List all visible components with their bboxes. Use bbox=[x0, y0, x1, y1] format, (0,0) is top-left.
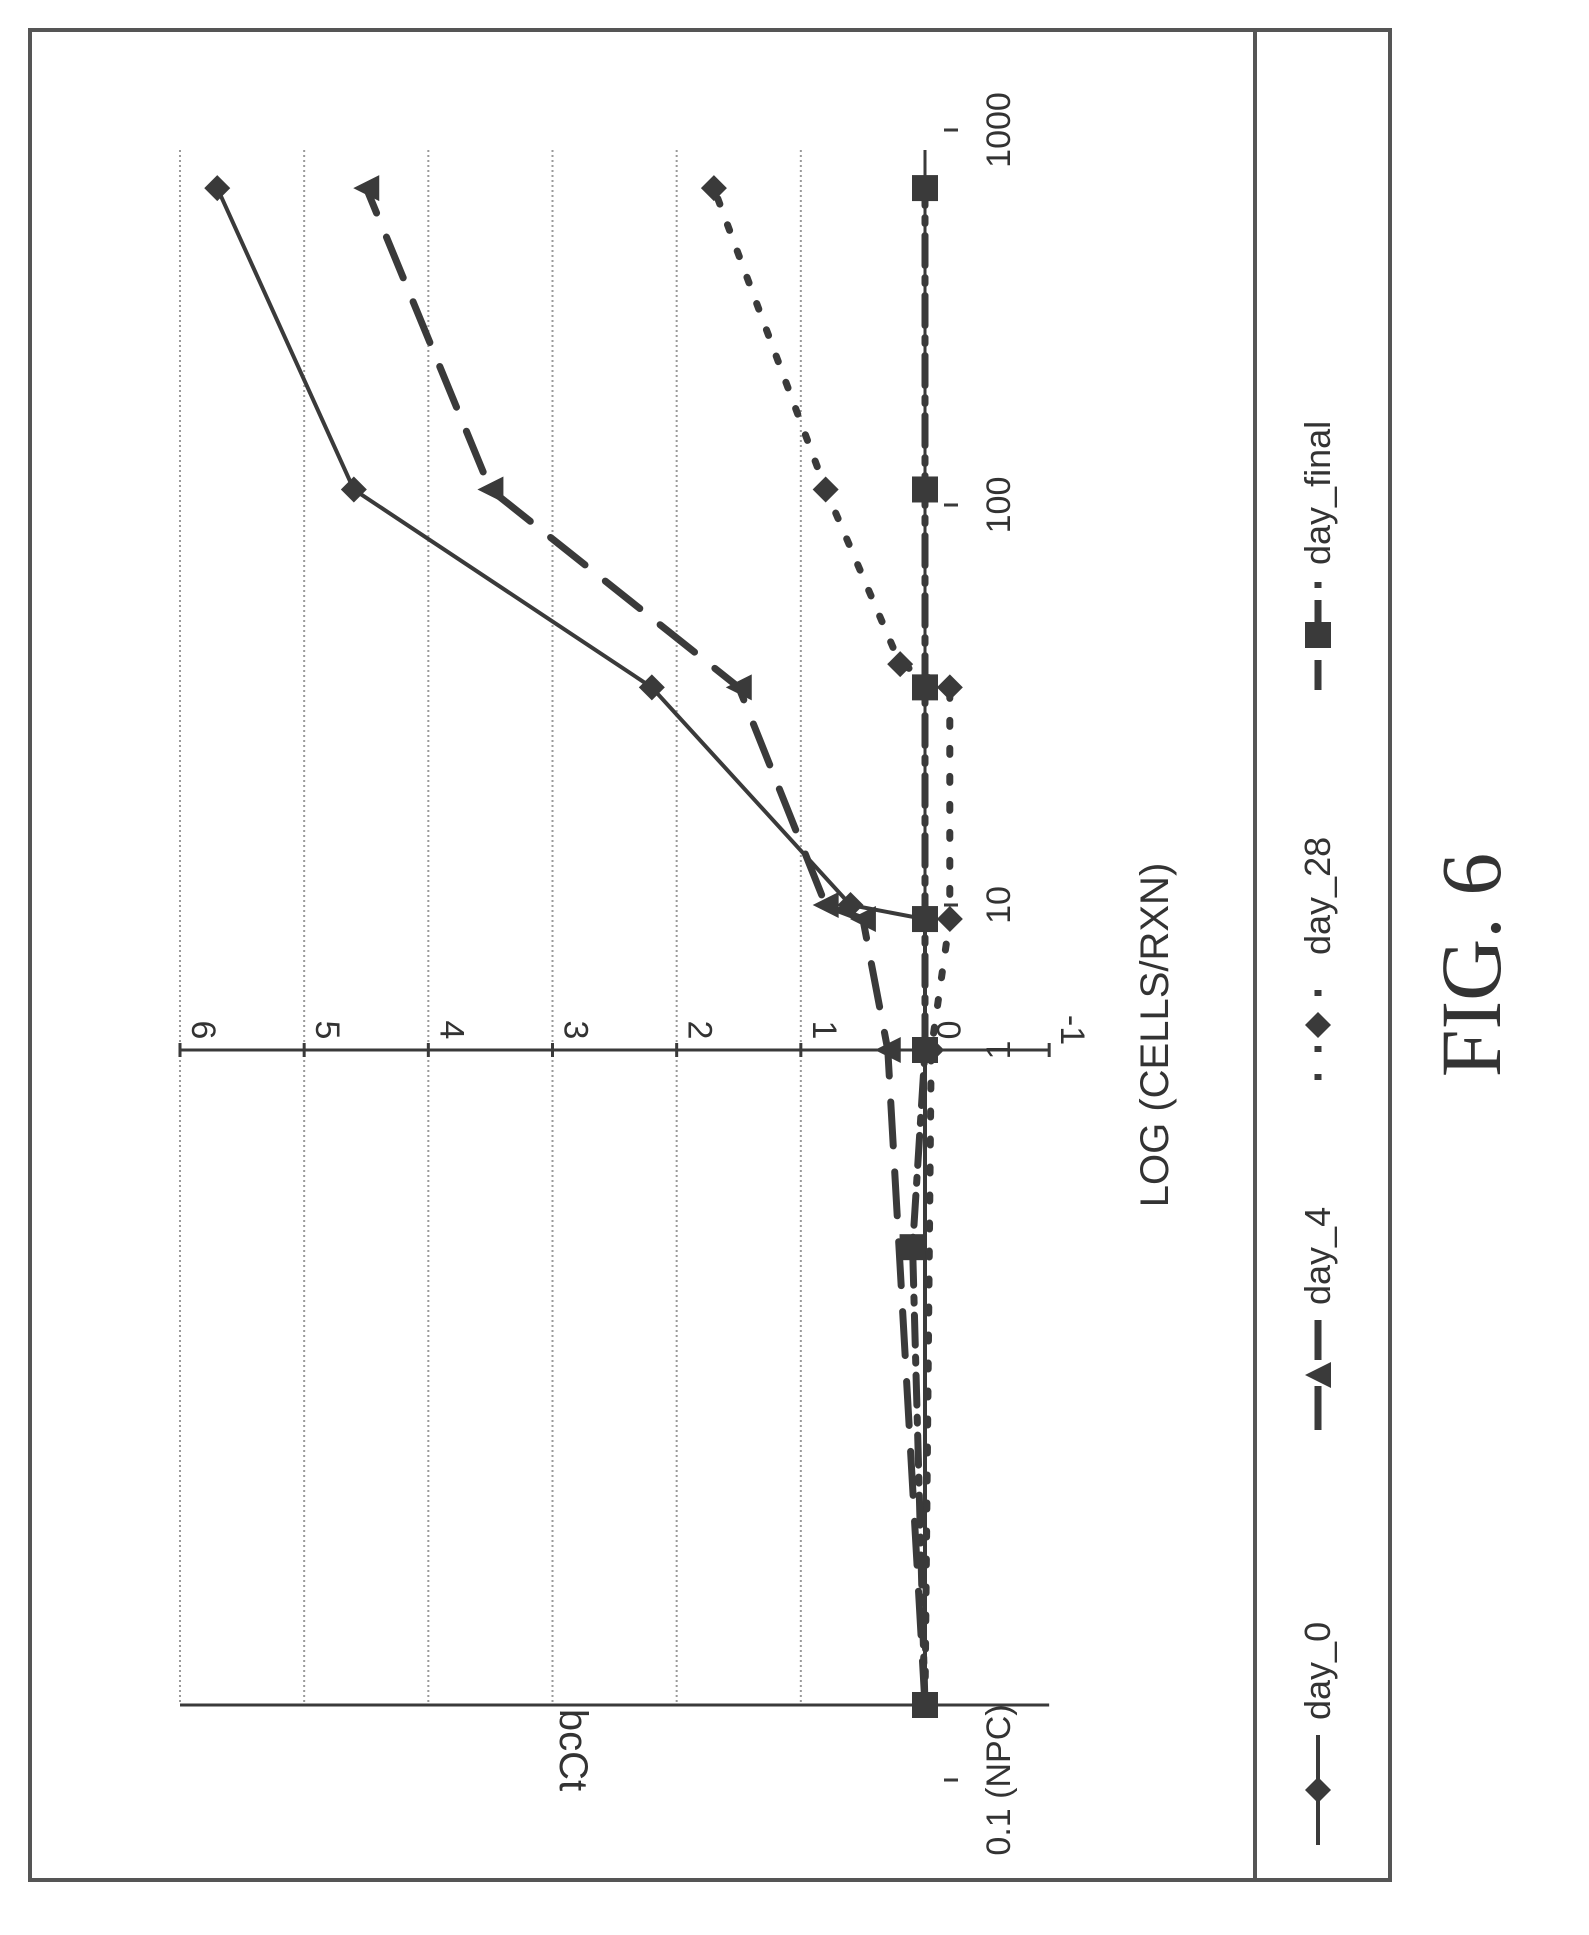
x-tick-label-1: 1 bbox=[980, 1041, 1018, 1060]
x-tick-label-100: 100 bbox=[980, 477, 1018, 534]
legend-marker-day_4 bbox=[1305, 1362, 1331, 1388]
point-day_4-3 bbox=[812, 892, 839, 918]
y-tick-label-6: 6 bbox=[184, 1021, 222, 1040]
legend-marker-day_final bbox=[1305, 622, 1331, 648]
y-tick-label-1: 1 bbox=[805, 1021, 843, 1040]
point-day_final-4 bbox=[912, 674, 938, 701]
series-layer bbox=[204, 175, 963, 1718]
point-day_0-4 bbox=[340, 476, 367, 503]
y-tick-label-0: 0 bbox=[929, 1021, 967, 1040]
point-day_final-0 bbox=[912, 1692, 938, 1718]
x-tick-label-0.1 (NPC): 0.1 (NPC) bbox=[980, 1704, 1018, 1855]
y-tick-label-3: 3 bbox=[557, 1021, 595, 1040]
figure-frame bbox=[28, 28, 1392, 1882]
legend-marker-day_0 bbox=[1305, 1777, 1331, 1803]
point-day_0-3 bbox=[638, 674, 665, 701]
point-day_28-6 bbox=[700, 175, 727, 202]
point-day_4-1 bbox=[874, 1037, 901, 1063]
point-day_4-6 bbox=[353, 175, 380, 202]
point-day_4-4 bbox=[725, 674, 752, 701]
figure-label: FIG. 6 bbox=[1423, 853, 1519, 1078]
point-day_28-5 bbox=[812, 476, 839, 503]
legend-label-day_4: day_4 bbox=[1297, 1207, 1338, 1305]
point-day_0-5 bbox=[204, 175, 231, 202]
point-day_28-4 bbox=[887, 651, 914, 678]
y-tick-label-4: 4 bbox=[432, 1021, 470, 1040]
point-day_final-6 bbox=[912, 175, 938, 202]
grid-layer bbox=[179, 150, 802, 1705]
point-day_4-5 bbox=[477, 476, 504, 503]
axes-layer bbox=[178, 128, 1051, 1782]
legend-label-day_0: day_0 bbox=[1297, 1622, 1338, 1720]
x-axis-label: LOG (CELLS/RXN) bbox=[1133, 863, 1177, 1208]
legend-marker-day_28 bbox=[1305, 1012, 1331, 1038]
y-tick-label-2: 2 bbox=[681, 1021, 719, 1040]
point-day_4-2 bbox=[849, 906, 876, 933]
point-day_28-3 bbox=[936, 674, 963, 701]
legend-label-day_final: day_final bbox=[1297, 421, 1338, 565]
point-day_final-2 bbox=[912, 1037, 938, 1063]
x-tick-label-1000: 1000 bbox=[980, 92, 1018, 168]
y-tick-label--1: -1 bbox=[1053, 1015, 1091, 1045]
y-tick-label-5: 5 bbox=[308, 1021, 346, 1040]
y-axis-label: bcCt bbox=[551, 1709, 595, 1791]
legend: day_0 day_4 day_28 day_final bbox=[1297, 421, 1338, 1845]
point-day_final-5 bbox=[912, 476, 938, 503]
series-line-day_4 bbox=[362, 184, 929, 1709]
point-day_final-1 bbox=[899, 1234, 926, 1261]
legend-label-day_28: day_28 bbox=[1297, 837, 1338, 955]
series-line-day_0 bbox=[215, 186, 927, 1707]
x-tick-label-10: 10 bbox=[980, 886, 1018, 924]
point-day_final-3 bbox=[912, 906, 938, 933]
point-day_28-2 bbox=[936, 906, 963, 933]
